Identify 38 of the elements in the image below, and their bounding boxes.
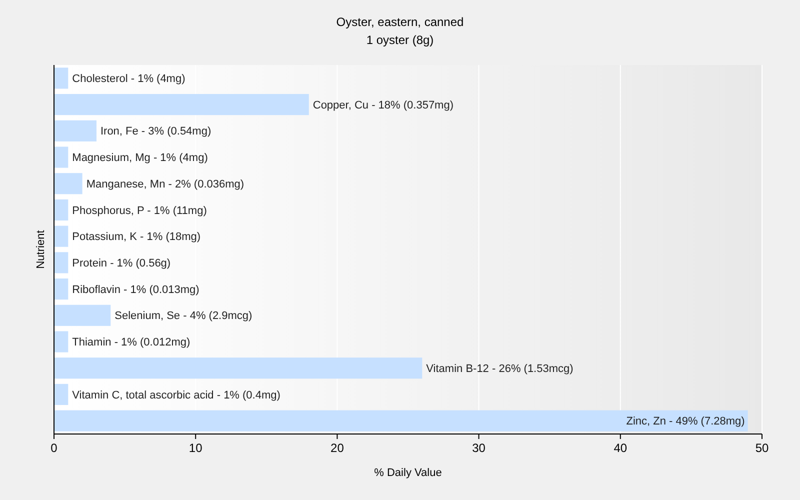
x-axis-title: % Daily Value [374,467,442,479]
y-tick-label: Zinc, Zn - 49% (7.28mg) [626,416,745,428]
bar [54,68,68,89]
y-tick-label: Selenium, Se - 4% (2.9mcg) [114,310,252,322]
bar [54,94,309,116]
bar [54,226,68,247]
y-tick-label: Copper, Cu - 18% (0.357mg) [312,99,454,112]
bar [54,199,68,221]
bar [54,304,111,326]
bar [54,331,68,352]
x-tick-label: 40 [614,441,628,455]
y-tick-label: Phosphorus, P - 1% (11mg) [72,204,207,217]
chart-subtitle: 1 oyster (8g) [366,33,434,47]
y-tick-label: Manganese, Mn - 2% (0.036mg) [86,178,244,190]
y-tick-label: Vitamin B-12 - 26% (1.53mcg) [426,362,574,375]
bar [54,384,68,406]
bar [54,278,68,300]
y-tick-label: Vitamin C, total ascorbic acid - 1% (0.4mg) [72,389,280,402]
chart-title: Oyster, eastern, canned [336,15,464,29]
bar [54,410,748,432]
x-tick-label: 50 [755,441,769,455]
y-tick-label: Thiamin - 1% (0.012mg) [72,336,190,349]
y-tick-label: Magnesium, Mg - 1% (4mg) [72,152,208,164]
x-tick-label: 0 [50,441,58,455]
x-tick-label: 20 [330,441,344,455]
y-tick-label: Iron, Fe - 3% (0.54mg) [100,126,212,138]
bar [54,358,422,379]
bar [54,120,96,142]
y-tick-label: Riboflavin - 1% (0.013mg) [72,284,200,296]
y-tick-label: Protein - 1% (0.56g) [72,258,171,270]
x-tick-label: 10 [188,441,203,455]
x-tick-label: 30 [472,441,486,455]
bar [54,252,68,274]
y-axis-title: Nutrient [35,230,47,269]
y-tick-label: Cholesterol - 1% (4mg) [72,73,186,86]
y-tick-label: Potassium, K - 1% (18mg) [72,231,201,244]
bar [54,173,82,194]
bar [54,146,68,168]
